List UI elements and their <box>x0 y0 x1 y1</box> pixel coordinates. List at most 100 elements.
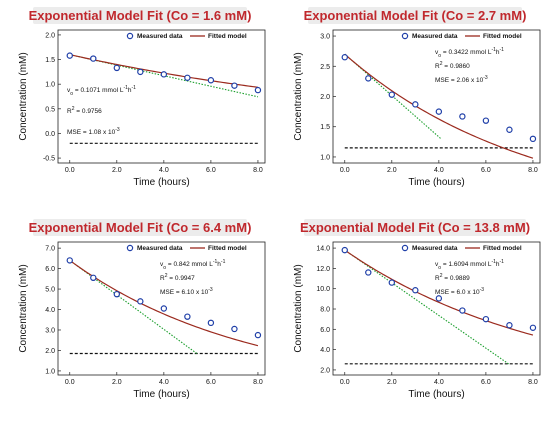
measured-data-point <box>184 313 191 320</box>
measured-data-point <box>459 113 466 120</box>
y-axis-label: Concentration (mM) <box>18 264 29 352</box>
y-tick-label: 3.0 <box>320 34 330 41</box>
measured-data-point <box>412 287 419 294</box>
annotation-r-squared: R2 = 0.9756 <box>67 106 102 115</box>
x-axis-label: Time (hours) <box>408 177 464 188</box>
measured-data-point <box>506 126 513 133</box>
measured-data-point <box>66 257 73 264</box>
y-tick-label: 8.0 <box>320 307 330 314</box>
measured-data-point <box>341 246 348 254</box>
chart-panel-4: Exponential Model Fit (Co = 13.8 mM) 2.0 4… <box>275 212 550 424</box>
legend-label-fitted: Fitted model <box>208 245 247 252</box>
x-axis-label: Time (hours) <box>133 389 189 400</box>
chart-svg-1: Exponential Model Fit (Co = 1.6 mM) -0.5 0… <box>18 7 266 188</box>
measured-data-point <box>160 71 168 78</box>
y-tick-label: 6.0 <box>45 266 55 273</box>
y-tick-label: 2.0 <box>320 94 330 101</box>
fitted-model-line <box>344 249 534 336</box>
y-tick-label: 4.0 <box>320 347 330 354</box>
annotation-mse: MSE = 6.0 x 10-3 <box>435 287 484 296</box>
measured-data-point <box>90 55 97 62</box>
measured-data-point <box>254 86 262 94</box>
annotation-initial-rate: vo = 0.1071 mmol L-1h-1 <box>67 85 136 97</box>
x-tick-label: 6.0 <box>481 167 491 174</box>
y-axis-label: Concentration (mM) <box>293 52 304 140</box>
y-tick-label: 1.0 <box>320 154 330 161</box>
legend-marker-measured <box>126 244 134 252</box>
y-tick-label: 7.0 <box>45 246 55 253</box>
chart-panel-3: Exponential Model Fit (Co = 6.4 mM) 1.0 2.… <box>0 212 275 424</box>
y-tick-label: 10.0 <box>316 286 330 293</box>
measured-data-point <box>506 322 513 329</box>
chart-title-background <box>304 219 526 236</box>
measured-data-point <box>388 91 396 98</box>
x-tick-label: 6.0 <box>206 167 216 174</box>
chart-svg-2: Exponential Model Fit (Co = 2.7 mM) 1.0 1.… <box>293 7 541 188</box>
measured-data-point <box>435 295 443 302</box>
chart-title: Exponential Model Fit (Co = 2.7 mM) <box>304 8 527 23</box>
x-tick-label: 2.0 <box>112 167 122 174</box>
initial-rate-tangent-line <box>344 249 510 365</box>
chart-title-background <box>33 219 247 236</box>
initial-rate-tangent-line <box>69 259 198 354</box>
measured-data-point <box>365 75 372 82</box>
y-axis-label: Concentration (mM) <box>18 52 29 140</box>
x-axis-label: Time (hours) <box>408 389 464 400</box>
legend-label-measured: Measured data <box>412 245 458 252</box>
annotation-initial-rate: vo = 0.3422 mmol L-1h-1 <box>435 47 504 59</box>
y-tick-label: 12.0 <box>316 266 330 273</box>
measured-data-point <box>137 298 144 305</box>
chart-title-background <box>308 7 522 24</box>
legend-label-measured: Measured data <box>412 33 458 40</box>
measured-data-point <box>231 82 238 89</box>
legend-marker-measured <box>401 244 409 252</box>
annotation-mse: MSE = 1.08 x 10-3 <box>67 127 120 136</box>
x-tick-label: 0.0 <box>65 379 75 386</box>
annotation-r-squared: R2 = 0.9947 <box>160 273 195 282</box>
x-tick-label: 8.0 <box>253 167 263 174</box>
y-tick-label: 3.0 <box>45 327 55 334</box>
y-tick-label: 5.0 <box>45 287 55 294</box>
measured-data-point <box>113 64 121 72</box>
measured-data-point <box>184 74 191 81</box>
x-tick-label: 4.0 <box>434 379 444 386</box>
fitted-model-line <box>69 259 259 347</box>
y-tick-label: 0.5 <box>45 106 55 113</box>
x-tick-label: 2.0 <box>387 379 397 386</box>
x-tick-label: 8.0 <box>253 379 263 386</box>
fitted-model-line <box>344 53 534 159</box>
x-tick-label: 4.0 <box>159 167 169 174</box>
chart-title: Exponential Model Fit (Co = 13.8 mM) <box>300 220 530 235</box>
x-tick-label: 0.0 <box>65 167 75 174</box>
y-tick-label: 1.0 <box>45 82 55 89</box>
y-tick-label: 2.0 <box>45 32 55 39</box>
measured-data-point <box>341 54 348 61</box>
annotation-initial-rate: vo = 1.6094 mmol L-1h-1 <box>435 259 504 271</box>
measured-data-point <box>412 101 419 108</box>
measured-data-point <box>207 77 215 84</box>
chart-svg-4: Exponential Model Fit (Co = 13.8 mM) 2.0 4… <box>293 219 541 400</box>
measured-data-point <box>90 274 97 282</box>
y-tick-label: 6.0 <box>320 327 330 334</box>
plot-area <box>332 241 541 376</box>
measured-data-point <box>113 290 121 298</box>
chart-title: Exponential Model Fit (Co = 6.4 mM) <box>29 220 252 235</box>
legend-label-fitted: Fitted model <box>483 33 522 40</box>
measured-data-point <box>207 319 215 327</box>
measured-data-point <box>388 279 396 286</box>
y-tick-label: 2.0 <box>320 367 330 374</box>
x-tick-label: 6.0 <box>206 379 216 386</box>
y-tick-label: 4.0 <box>45 307 55 314</box>
chart-title: Exponential Model Fit (Co = 1.6 mM) <box>29 8 252 23</box>
x-tick-label: 4.0 <box>434 167 444 174</box>
measured-data-point <box>160 305 168 312</box>
measured-data-point <box>231 325 238 333</box>
x-tick-label: 0.0 <box>340 379 350 386</box>
legend-label-measured: Measured data <box>137 245 183 252</box>
y-tick-label: 1.5 <box>45 57 55 64</box>
x-tick-label: 6.0 <box>481 379 491 386</box>
measured-data-point <box>365 269 372 276</box>
annotation-initial-rate: vo = 0.842 mmol L-1h-1 <box>160 259 226 271</box>
legend-label-fitted: Fitted model <box>208 33 247 40</box>
chart-panel-2: Exponential Model Fit (Co = 2.7 mM) 1.0 1.… <box>275 0 550 212</box>
